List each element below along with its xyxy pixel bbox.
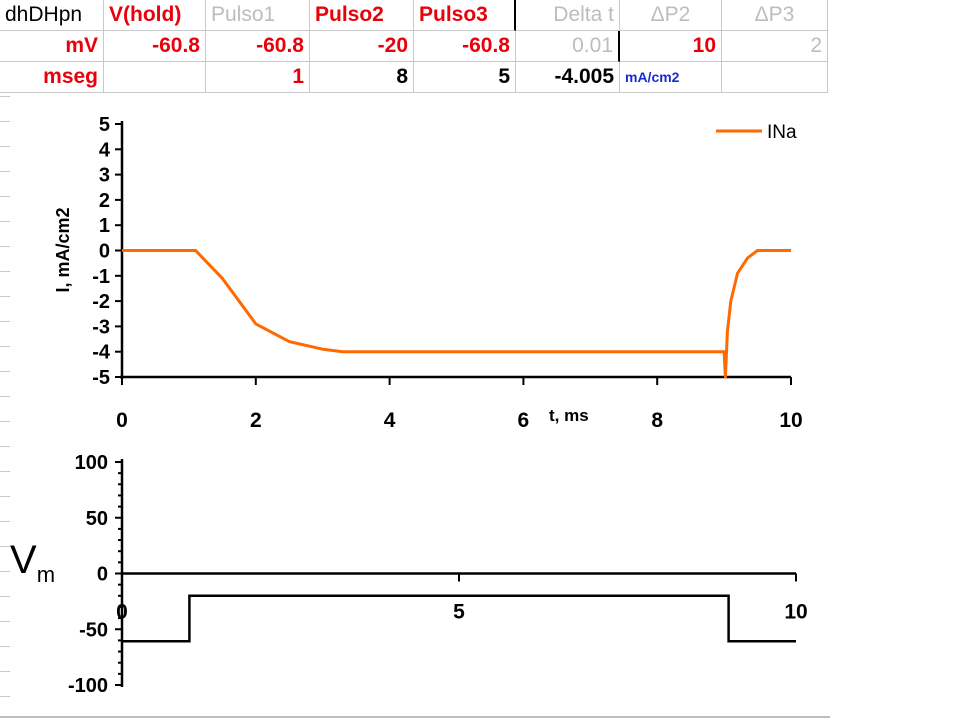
mv-cell-1[interactable]: -60.8	[104, 31, 206, 62]
y-tick-label: 3	[99, 165, 110, 187]
x-tick-label: 8	[651, 409, 663, 432]
row-gridline	[0, 546, 10, 547]
vm-y-tick-label: 50	[86, 508, 108, 530]
mv-cell-2[interactable]: -60.8	[206, 31, 310, 62]
row-gridline	[0, 446, 10, 447]
row-label-mv[interactable]: mV	[0, 31, 104, 62]
vm-axis-label: Vm	[10, 538, 56, 587]
bottom-border	[0, 716, 830, 718]
ina-series-line	[122, 249, 791, 379]
y-tick-label: -1	[92, 266, 110, 288]
row-gridline	[0, 496, 10, 497]
row-gridline	[0, 146, 10, 147]
header-cell-5[interactable]: Delta t	[516, 0, 620, 31]
row-gridline	[0, 371, 10, 372]
row-gridline	[0, 671, 10, 672]
y-tick-label: -4	[92, 342, 111, 364]
mseg-cell-1[interactable]	[104, 62, 206, 93]
x-tick-label: 4	[384, 409, 396, 432]
spreadsheet: dhDHpn V(hold) Pulso1 Pulso2 Pulso3 Delta t ΔP…	[0, 0, 830, 93]
y-axis-label: I, mA/cm2	[53, 207, 73, 292]
vm-x-tick-label: 5	[453, 601, 465, 624]
y-tick-label: 0	[99, 241, 110, 263]
mv-cell-6[interactable]: 10	[620, 31, 722, 62]
mv-cell-5[interactable]: 0.01	[516, 31, 620, 62]
header-cell-4[interactable]: Pulso3	[414, 0, 516, 31]
mv-cell-4[interactable]: -60.8	[414, 31, 516, 62]
header-cell-2[interactable]: Pulso1	[206, 0, 310, 31]
vm-y-tick-label: -50	[79, 619, 108, 641]
row-gridlines	[0, 96, 10, 720]
legend-label: INa	[767, 122, 797, 143]
vm-y-tick-label: 0	[97, 564, 108, 586]
header-cell-7[interactable]: ΔP3	[722, 0, 828, 31]
row-gridline	[0, 571, 10, 572]
header-cell-1[interactable]: V(hold)	[104, 0, 206, 31]
mseg-cell-6[interactable]: mA/cm2	[620, 62, 722, 93]
vm-y-tick-label: -100	[68, 675, 108, 697]
row-gridline	[0, 296, 10, 297]
y-tick-label: -3	[92, 316, 110, 338]
row-gridline	[0, 696, 10, 697]
mseg-cell-4[interactable]: 5	[414, 62, 516, 93]
x-tick-label: 6	[518, 409, 530, 432]
y-tick-label: -2	[92, 291, 110, 313]
row-gridline	[0, 521, 10, 522]
x-tick-label: 0	[116, 409, 128, 432]
row-gridline	[0, 346, 10, 347]
mseg-cell-7[interactable]	[722, 62, 828, 93]
row-label-mseg[interactable]: mseg	[0, 62, 104, 93]
header-cell-6[interactable]: ΔP2	[620, 0, 722, 31]
mv-cell-3[interactable]: -20	[310, 31, 414, 62]
mseg-cell-5[interactable]: -4.005	[516, 62, 620, 93]
row-gridline	[0, 471, 10, 472]
header-cell-0[interactable]: dhDHpn	[0, 0, 104, 31]
y-tick-label: 4	[99, 139, 111, 161]
row-gridline	[0, 121, 10, 122]
mseg-cell-2[interactable]: 1	[206, 62, 310, 93]
y-tick-label: -5	[92, 367, 110, 389]
x-axis-label: t, ms	[549, 406, 589, 425]
header-cell-3[interactable]: Pulso2	[310, 0, 414, 31]
row-gridline	[0, 196, 10, 197]
x-tick-label: 2	[250, 409, 262, 432]
vm-y-tick-label: 100	[75, 452, 108, 474]
row-gridline	[0, 221, 10, 222]
vm-series-line	[122, 594, 796, 643]
row-gridline	[0, 271, 10, 272]
y-tick-label: 1	[99, 215, 110, 237]
row-gridline	[0, 646, 10, 647]
x-tick-label: 10	[779, 409, 802, 432]
mv-cell-7[interactable]: 2	[722, 31, 828, 62]
y-tick-label: 2	[99, 190, 110, 212]
row-gridline	[0, 171, 10, 172]
row-gridline	[0, 321, 10, 322]
vm-x-tick-label: 0	[116, 601, 128, 624]
row-gridline	[0, 596, 10, 597]
row-gridline	[0, 621, 10, 622]
mseg-cell-3[interactable]: 8	[310, 62, 414, 93]
row-gridline	[0, 421, 10, 422]
vm-x-tick-label: 10	[784, 601, 807, 624]
row-gridline	[0, 396, 10, 397]
y-tick-label: 5	[99, 114, 110, 136]
row-gridline	[0, 246, 10, 247]
row-gridline	[0, 96, 10, 97]
